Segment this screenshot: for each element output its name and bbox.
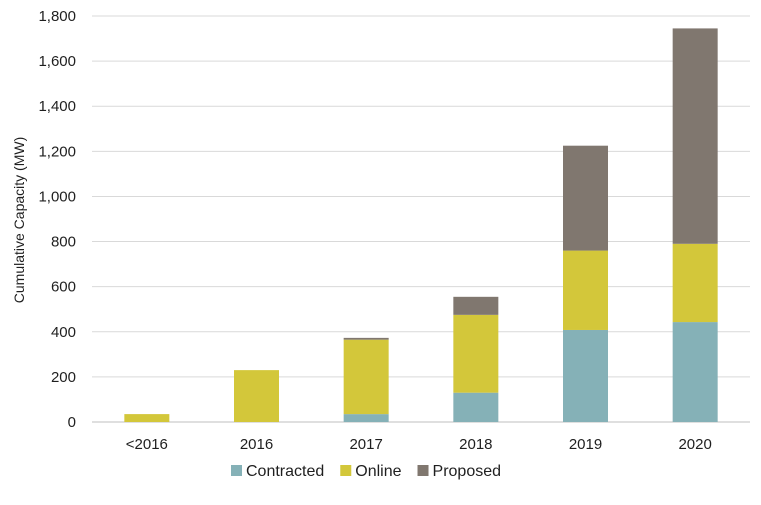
y-tick-label: 1,200	[38, 143, 76, 160]
x-tick-label: 2018	[459, 436, 492, 453]
x-tick-label: <2016	[126, 436, 168, 453]
bar-segment-contracted	[343, 414, 389, 422]
y-tick-label: 1,400	[38, 98, 76, 115]
x-tick-label: 2016	[240, 436, 273, 453]
y-tick-label: 1,800	[38, 8, 76, 25]
bar-segment-proposed	[672, 28, 718, 244]
bar-segment-proposed	[563, 145, 608, 251]
bar-segment-online	[124, 414, 170, 422]
legend-label-online: Online	[355, 463, 401, 480]
legend-swatch-online	[340, 465, 352, 476]
bar-segment-online	[672, 243, 718, 323]
bar-segment-online	[234, 370, 279, 422]
y-tick-label: 1,600	[38, 53, 76, 70]
legend-swatch-contracted	[231, 465, 242, 476]
bar-segment-online	[343, 339, 389, 415]
bars	[124, 28, 718, 422]
x-tick-labels: <2016 2016 2017 2018 2019 2020	[126, 436, 712, 453]
legend-swatch-proposed	[417, 465, 429, 476]
y-tick-label: 0	[68, 414, 76, 431]
bar-segment-online	[453, 314, 499, 393]
y-tick-label: 1,000	[38, 188, 76, 205]
legend-label-proposed: Proposed	[433, 463, 502, 480]
legend-label-contracted: Contracted	[246, 463, 324, 480]
y-tick-label: 800	[51, 234, 76, 251]
bar-segment-proposed	[343, 337, 389, 340]
x-tick-label: 2017	[349, 436, 382, 453]
gridlines	[92, 15, 750, 423]
y-tick-label: 200	[51, 369, 76, 386]
y-tick-labels: 0 200 400 600 800 1,000 1,200 1,400 1,600 1,800	[38, 8, 76, 431]
y-axis-title: Cumulative Capacity (MW)	[11, 137, 27, 303]
bar-segment-proposed	[453, 296, 499, 315]
bar-segment-contracted	[453, 392, 499, 422]
bar-segment-contracted	[672, 322, 718, 422]
legend: Contracted Online Proposed	[231, 463, 501, 480]
bar-segment-contracted	[563, 329, 608, 422]
x-tick-label: 2019	[569, 436, 602, 453]
y-tick-label: 400	[51, 324, 76, 341]
y-tick-label: 600	[51, 279, 76, 296]
x-tick-label: 2020	[678, 436, 711, 453]
bar-segment-online	[563, 250, 608, 330]
